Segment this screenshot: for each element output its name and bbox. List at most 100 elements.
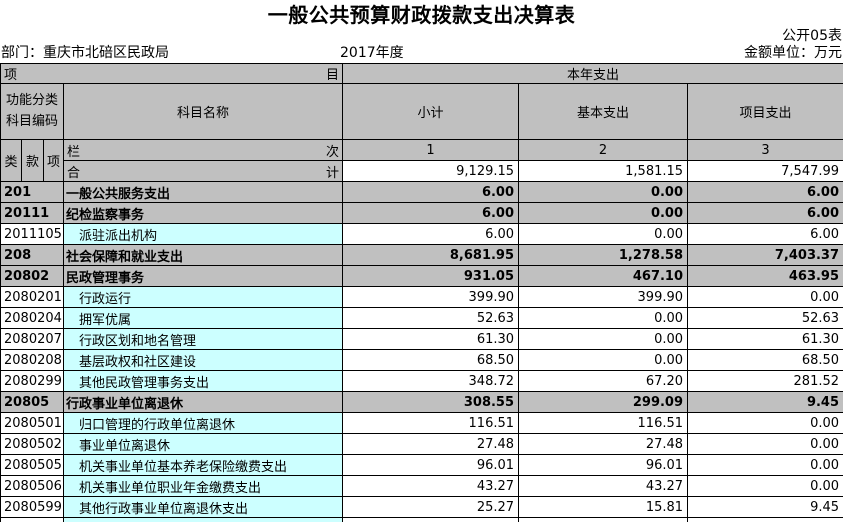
header-subject-name: 科目名称: [64, 84, 343, 140]
cell-subtotal: 6.00: [343, 203, 519, 224]
cell-basic: 96.01: [519, 455, 688, 476]
table-row: 2080506 机关事业单位职业年金缴费支出 43.27 43.27 0.00: [1, 476, 843, 497]
header-func-code: 功能分类科目编码: [1, 84, 64, 140]
cell-basic: 0.00: [519, 350, 688, 371]
table-row: 201 一般公共服务支出 6.00 0.00 6.00: [1, 182, 843, 203]
cell-name: 民政管理事务: [64, 266, 343, 287]
cell-project: 68.50: [688, 350, 843, 371]
cell-name: 基层政权和社区建设: [64, 350, 343, 371]
cell-basic: 0.00: [519, 329, 688, 350]
header-basic-expenditure: 基本支出: [519, 84, 688, 140]
cell-subtotal: 6.00: [343, 224, 519, 245]
cell-basic: 0.00: [519, 182, 688, 203]
total-subtotal-value: 9,129.15: [343, 161, 519, 182]
cell-basic: 0.00: [519, 224, 688, 245]
cell-project: 6.00: [688, 224, 843, 245]
table-row: 2080502 事业单位离退休 27.48 27.48 0.00: [1, 434, 843, 455]
cell-basic: 0.00: [519, 308, 688, 329]
cell-project: 61.30: [688, 329, 843, 350]
header-subtotal: 小计: [343, 84, 519, 140]
cell-name: 机关事业单位职业年金缴费支出: [64, 476, 343, 497]
cell-code: 2080204: [1, 308, 64, 329]
table-row: 2080204 拥军优属 52.63 0.00 52.63: [1, 308, 843, 329]
cell-code: 2080506: [1, 476, 64, 497]
table-row: 20805 行政事业单位离退休 308.55 299.09 9.45: [1, 392, 843, 413]
header-project-expenditure: 项目支出: [688, 84, 843, 140]
cell-subtotal: 61.30: [343, 329, 519, 350]
partial-row: [1, 518, 843, 522]
header-column-left: 栏: [67, 141, 80, 160]
cell-code: 208: [1, 245, 64, 266]
fiscal-table: 项 目 本年支出 功能分类科目编码 科目名称 小计 基本支出 项目支出 类 款 …: [0, 63, 843, 522]
form-number: 公开05表: [0, 28, 843, 44]
table-row: 2011105 派驻派出机构 6.00 0.00 6.00: [1, 224, 843, 245]
header-col-2: 2: [519, 140, 688, 161]
cell-subtotal: 52.63: [343, 308, 519, 329]
cell-project: 463.95: [688, 266, 843, 287]
header-item-sub: 项: [44, 140, 64, 182]
cell-name: 行政事业单位离退休: [64, 392, 343, 413]
cell-name: 其他民政管理事务支出: [64, 371, 343, 392]
page-title: 一般公共预算财政拨款支出决算表: [0, 0, 843, 28]
cell-subtotal: 116.51: [343, 413, 519, 434]
cell-name: 纪检监察事务: [64, 203, 343, 224]
table-row: 208 社会保障和就业支出 8,681.95 1,278.58 7,403.37: [1, 245, 843, 266]
fiscal-year-label: 2017年度: [340, 44, 404, 62]
cell-basic: 299.09: [519, 392, 688, 413]
header-col-1: 1: [343, 140, 519, 161]
cell-subtotal: 27.48: [343, 434, 519, 455]
cell-code: 2080599: [1, 497, 64, 518]
cell-basic: 1,278.58: [519, 245, 688, 266]
table-row: 20111 纪检监察事务 6.00 0.00 6.00: [1, 203, 843, 224]
cell-project: 6.00: [688, 182, 843, 203]
cell-subtotal: 6.00: [343, 182, 519, 203]
cell-code: 2080208: [1, 350, 64, 371]
cell-code: 2080501: [1, 413, 64, 434]
cell-basic: 0.00: [519, 203, 688, 224]
cell-subtotal: 348.72: [343, 371, 519, 392]
table-row: 20802 民政管理事务 931.05 467.10 463.95: [1, 266, 843, 287]
cell-code: 2011105: [1, 224, 64, 245]
cell-project: 0.00: [688, 287, 843, 308]
cell-subtotal: 43.27: [343, 476, 519, 497]
table-row: 2080505 机关事业单位基本养老保险缴费支出 96.01 96.01 0.0…: [1, 455, 843, 476]
table-row: 2080599 其他行政事业单位离退休支出 25.27 15.81 9.45: [1, 497, 843, 518]
table-row: 2080208 基层政权和社区建设 68.50 0.00 68.50: [1, 350, 843, 371]
cell-code: 2080299: [1, 371, 64, 392]
cell-project: 7,403.37: [688, 245, 843, 266]
header-class: 类: [1, 140, 22, 182]
cell-name: 派驻派出机构: [64, 224, 343, 245]
header-section: 款: [22, 140, 44, 182]
cell-subtotal: 96.01: [343, 455, 519, 476]
table-body: 201 一般公共服务支出 6.00 0.00 6.00 20111 纪检监察事务…: [1, 182, 843, 518]
cell-project: 0.00: [688, 476, 843, 497]
table-header: 项 目 本年支出 功能分类科目编码 科目名称 小计 基本支出 项目支出 类 款 …: [1, 64, 843, 182]
cell-subtotal: 399.90: [343, 287, 519, 308]
header-col-3: 3: [688, 140, 843, 161]
cell-code: 2080505: [1, 455, 64, 476]
cell-project: 0.00: [688, 455, 843, 476]
cell-basic: 67.20: [519, 371, 688, 392]
cell-project: 9.45: [688, 392, 843, 413]
table-row: 2080501 归口管理的行政单位离退休 116.51 116.51 0.00: [1, 413, 843, 434]
header-column-no-cell: 栏 次: [64, 140, 343, 161]
cell-name: 机关事业单位基本养老保险缴费支出: [64, 455, 343, 476]
cell-name: 行政运行: [64, 287, 343, 308]
total-project-value: 7,547.99: [688, 161, 843, 182]
cell-basic: 467.10: [519, 266, 688, 287]
cell-basic: 116.51: [519, 413, 688, 434]
cell-subtotal: 25.27: [343, 497, 519, 518]
cell-subtotal: 8,681.95: [343, 245, 519, 266]
cell-basic: 43.27: [519, 476, 688, 497]
table-bottom-partial: [1, 518, 843, 522]
cell-basic: 399.90: [519, 287, 688, 308]
cell-project: 52.63: [688, 308, 843, 329]
cell-project: 9.45: [688, 497, 843, 518]
cell-name: 一般公共服务支出: [64, 182, 343, 203]
cell-basic: 27.48: [519, 434, 688, 455]
amount-unit-label: 金额单位：万元: [744, 44, 842, 62]
header-total-left: 合: [67, 162, 80, 181]
table-row: 2080299 其他民政管理事务支出 348.72 67.20 281.52: [1, 371, 843, 392]
cell-code: 201: [1, 182, 64, 203]
cell-subtotal: 308.55: [343, 392, 519, 413]
